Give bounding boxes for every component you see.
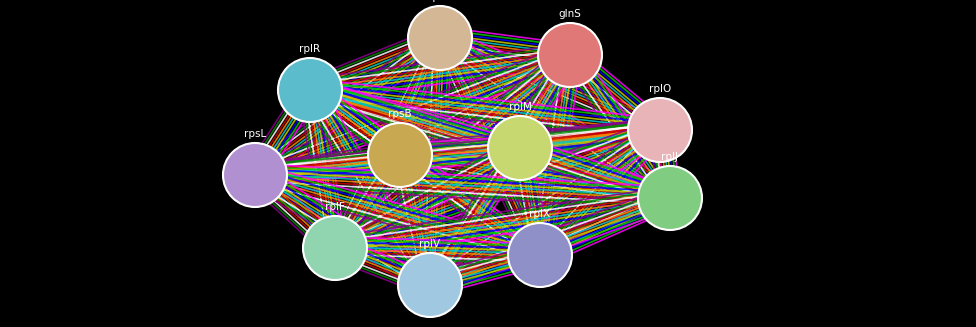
Circle shape: [303, 216, 367, 280]
Circle shape: [638, 166, 702, 230]
Circle shape: [368, 123, 432, 187]
Circle shape: [488, 116, 552, 180]
Text: rpsB: rpsB: [388, 109, 412, 119]
Circle shape: [278, 58, 342, 122]
Text: rplR: rplR: [300, 44, 320, 54]
Circle shape: [408, 6, 472, 70]
Text: rplW: rplW: [427, 0, 452, 2]
Text: rplO: rplO: [649, 84, 671, 94]
Text: rplM: rplM: [508, 102, 532, 112]
Circle shape: [508, 223, 572, 287]
Text: rplJ: rplJ: [662, 152, 678, 162]
Text: rplV: rplV: [420, 239, 440, 249]
Text: rplF: rplF: [325, 202, 345, 212]
Text: rplX: rplX: [529, 209, 550, 219]
Text: rpsL: rpsL: [244, 129, 266, 139]
Circle shape: [223, 143, 287, 207]
Circle shape: [628, 98, 692, 162]
Text: glnS: glnS: [558, 9, 582, 19]
Circle shape: [538, 23, 602, 87]
Circle shape: [398, 253, 462, 317]
